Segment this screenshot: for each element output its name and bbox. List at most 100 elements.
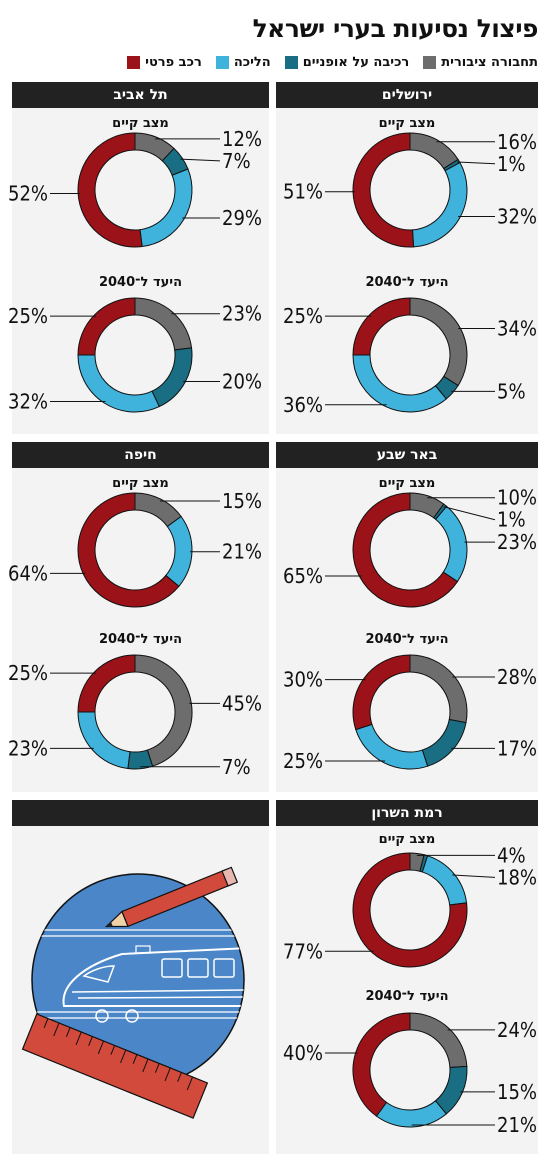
donut-tel-aviv-2040: 23% 20% 25% 32%: [8, 297, 262, 413]
pct-label-public-transport: 12%: [222, 127, 262, 151]
subtitle-current-jerusalem: מצב קיים: [378, 116, 436, 131]
leader-line-cycling: [457, 161, 496, 165]
pct-label-private-car: 25%: [8, 661, 48, 685]
donut-ramat-hasharon-2040: 24% 15% 21% 40%: [283, 1012, 537, 1137]
pct-label-private-car: 25%: [8, 304, 48, 328]
subtitle-current-ramat-hasharon: מצב קיים: [378, 832, 436, 847]
donut-haifa-current: 15% 21% 64%: [8, 489, 262, 608]
pct-label-private-car: 51%: [283, 180, 323, 204]
legend-item-public-transport: תחבורה ציבורית: [423, 55, 538, 70]
pct-label-walking: 21%: [497, 1113, 537, 1137]
donut-jerusalem-current: 16%1% 32% 51%: [283, 130, 537, 248]
pct-label-cycling: 20%: [222, 369, 262, 393]
pct-label-public-transport: 4%: [497, 843, 526, 867]
subtitle-current-tel-aviv: מצב קיים: [112, 116, 169, 131]
donut-ramat-hasharon-current: 4%18% 77%: [283, 843, 537, 968]
panel-header-haifa: חיפה: [12, 442, 269, 468]
donut-jerusalem-2040: 34% 5% 25% 36%: [283, 297, 537, 417]
legend-label-walking: הליכה: [233, 54, 271, 70]
slice-private-car: [352, 132, 415, 248]
slice-walking: [435, 505, 468, 583]
legend: תחבורה ציבורית רכיבה על אופניים הליכה רכ…: [127, 52, 538, 72]
pct-label-private-car: 52%: [8, 181, 48, 205]
slice-private-car: [352, 297, 411, 356]
pct-label-private-car: 64%: [8, 561, 48, 585]
panel-header-illustration: [12, 800, 269, 826]
train-illustration: [21, 866, 245, 1119]
pct-label-cycling: 7%: [222, 149, 251, 173]
panel-header-beer-sheva: באר שבע: [276, 442, 538, 468]
slice-private-car: [352, 852, 468, 968]
pct-label-public-transport: 23%: [222, 302, 262, 326]
slice-private-car: [77, 297, 136, 356]
pct-label-public-transport: 28%: [497, 665, 537, 689]
pct-label-public-transport: 10%: [497, 486, 537, 510]
panel-header-ramat-hasharon: רמת השרון: [276, 800, 538, 826]
pct-label-cycling: 5%: [497, 379, 526, 403]
pct-label-public-transport: 15%: [222, 489, 262, 513]
subtitle-current-beer-sheva: מצב קיים: [378, 476, 436, 491]
legend-swatch-cycling: [284, 55, 298, 69]
slice-walking: [77, 711, 131, 770]
legend-label-public-transport: תחבורה ציבורית: [441, 54, 538, 70]
pct-label-walking: 32%: [497, 204, 537, 228]
page-title: פיצול נסיעות בערי ישראל: [252, 14, 539, 43]
legend-label-cycling: רכיבה על אופניים: [302, 54, 410, 70]
pct-label-cycling: 1%: [497, 152, 526, 176]
panel-header-jerusalem: ירושלים: [276, 82, 538, 108]
legend-item-private-car: רכב פרטי: [127, 55, 202, 70]
pct-label-walking: 29%: [222, 206, 262, 230]
pct-label-private-car: 40%: [283, 1041, 323, 1065]
pct-label-public-transport: 34%: [497, 317, 537, 341]
subtitle-2040-jerusalem: היעד ל־2040: [365, 275, 449, 290]
pct-label-cycling: 17%: [497, 736, 537, 760]
leader-line-cycling: [180, 158, 221, 162]
donut-beer-sheva-2040: 28% 17% 30% 25%: [283, 654, 537, 773]
legend-swatch-public-transport: [423, 55, 437, 69]
ruler-icon: [21, 1013, 209, 1119]
slice-cycling: [421, 718, 467, 767]
slice-walking: [139, 168, 193, 248]
slice-walking: [375, 1100, 448, 1128]
pct-label-public-transport: 45%: [222, 691, 262, 715]
slice-private-car: [352, 492, 459, 608]
slice-private-car: [77, 132, 143, 248]
pct-label-private-car: 25%: [283, 304, 323, 328]
pct-label-walking: 36%: [283, 393, 323, 417]
slice-walking: [421, 855, 468, 906]
pct-label-private-car: 77%: [283, 939, 323, 963]
slice-private-car: [77, 654, 136, 713]
slice-walking: [165, 515, 193, 588]
donut-haifa-2040: 45% 7% 25% 23%: [8, 654, 262, 779]
subtitle-2040-haifa: היעד ל־2040: [98, 632, 183, 647]
pct-label-cycling: 15%: [497, 1080, 537, 1104]
train-icon: [32, 929, 244, 1023]
pct-label-private-car: 65%: [283, 564, 323, 588]
pct-label-private-car: 30%: [283, 668, 323, 692]
pct-label-walking: 21%: [222, 540, 262, 564]
subtitle-2040-beer-sheva: היעד ל־2040: [365, 632, 449, 647]
pct-label-walking: 23%: [8, 736, 48, 760]
legend-swatch-walking: [215, 55, 229, 69]
pct-label-public-transport: 24%: [497, 1018, 537, 1042]
slice-walking: [355, 723, 429, 770]
pct-label-public-transport: 16%: [497, 130, 537, 154]
subtitle-current-haifa: מצב קיים: [112, 476, 169, 491]
pct-label-cycling: 1%: [497, 508, 526, 532]
subtitle-2040-tel-aviv: היעד ל־2040: [98, 275, 183, 290]
pct-label-walking: 23%: [497, 530, 537, 554]
slice-walking: [77, 354, 160, 413]
legend-item-cycling: רכיבה על אופניים: [284, 54, 410, 70]
slice-public-transport: [134, 654, 193, 767]
slice-private-car: [77, 492, 180, 608]
pct-label-walking: 18%: [497, 865, 537, 889]
slice-public-transport: [409, 1012, 468, 1069]
slice-walking: [411, 161, 468, 248]
slice-public-transport: [409, 297, 468, 387]
slice-public-transport: [409, 654, 468, 724]
pencil-icon: [104, 866, 239, 928]
slice-public-transport: [134, 297, 193, 351]
legend-label-private-car: רכב פרטי: [145, 54, 202, 70]
subtitle-2040-ramat-hasharon: היעד ל־2040: [365, 989, 449, 1004]
slice-private-car: [352, 654, 411, 731]
